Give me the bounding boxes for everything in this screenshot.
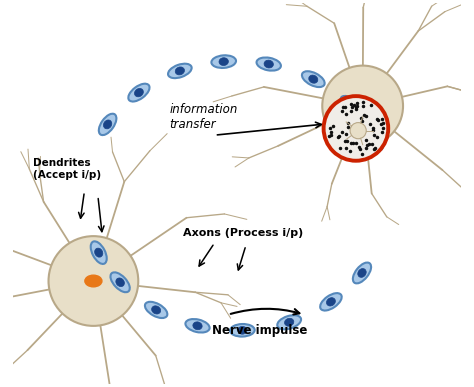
Ellipse shape <box>284 318 294 326</box>
Ellipse shape <box>211 55 236 68</box>
Circle shape <box>48 236 138 326</box>
Circle shape <box>324 96 388 161</box>
Circle shape <box>350 123 366 139</box>
Ellipse shape <box>327 298 336 306</box>
Text: Axons (Process i/p): Axons (Process i/p) <box>183 228 303 238</box>
Ellipse shape <box>302 71 325 87</box>
Text: Dendrites
(Accept i/p): Dendrites (Accept i/p) <box>33 158 101 180</box>
Ellipse shape <box>320 293 342 310</box>
Ellipse shape <box>264 60 273 68</box>
Ellipse shape <box>91 241 107 264</box>
Ellipse shape <box>193 322 202 330</box>
Ellipse shape <box>168 64 191 78</box>
Ellipse shape <box>135 88 143 97</box>
Ellipse shape <box>346 101 355 110</box>
Ellipse shape <box>237 326 247 334</box>
Ellipse shape <box>371 134 379 143</box>
Ellipse shape <box>145 302 167 318</box>
Text: information
transfer: information transfer <box>170 103 238 131</box>
Ellipse shape <box>256 58 281 71</box>
Ellipse shape <box>85 275 102 287</box>
Ellipse shape <box>353 262 371 283</box>
Ellipse shape <box>219 58 228 65</box>
Ellipse shape <box>128 84 149 101</box>
Ellipse shape <box>103 120 112 129</box>
Ellipse shape <box>277 315 301 329</box>
Ellipse shape <box>95 248 103 257</box>
Ellipse shape <box>110 272 130 292</box>
Circle shape <box>322 66 403 146</box>
Ellipse shape <box>340 96 360 115</box>
Ellipse shape <box>358 269 366 277</box>
Ellipse shape <box>185 319 210 332</box>
Ellipse shape <box>99 114 117 135</box>
Ellipse shape <box>152 306 161 314</box>
Ellipse shape <box>175 67 184 75</box>
Ellipse shape <box>367 128 383 150</box>
Ellipse shape <box>230 324 255 337</box>
Ellipse shape <box>116 278 124 287</box>
Ellipse shape <box>355 101 370 111</box>
Ellipse shape <box>309 75 318 83</box>
Text: Nerve impulse: Nerve impulse <box>212 324 307 337</box>
